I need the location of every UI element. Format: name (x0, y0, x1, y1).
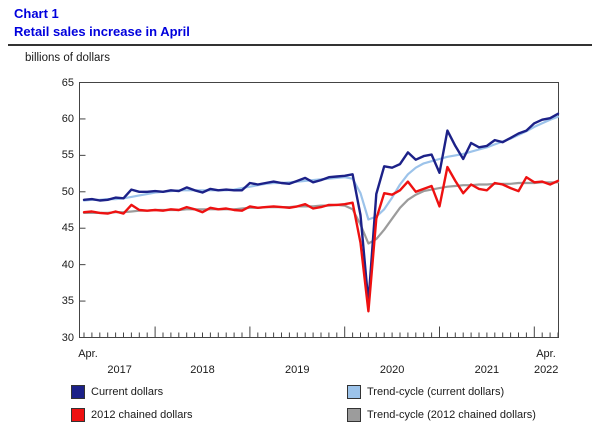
legend-swatch-2012-chained-dollars (71, 408, 85, 422)
y-axis-tick-label: 65 (61, 76, 74, 89)
legend-swatch-trend-cycle-current (347, 385, 361, 399)
x-axis-year-label: 2021 (474, 364, 500, 376)
legend-label: 2012 chained dollars (91, 409, 193, 421)
x-axis-year-label: 2020 (379, 364, 405, 376)
legend-item-current-dollars: Current dollars (71, 385, 163, 399)
legend-item-trend-cycle-chained: Trend-cycle (2012 chained dollars) (347, 408, 536, 422)
x-axis-start-month-label: Apr. (78, 348, 98, 360)
x-axis-year-label: 2017 (107, 364, 132, 376)
y-axis-tick-label: 30 (61, 331, 74, 344)
legend-label: Trend-cycle (2012 chained dollars) (367, 409, 536, 421)
y-axis-tick-label: 45 (61, 222, 74, 235)
legend-swatch-trend-cycle-chained (347, 408, 361, 422)
y-axis-tick-label: 55 (61, 149, 74, 162)
legend-item-2012-chained-dollars: 2012 chained dollars (71, 408, 193, 422)
legend-label: Trend-cycle (current dollars) (367, 386, 505, 398)
x-axis-end-month-label: Apr. (536, 348, 556, 360)
x-axis-year-label: 2022 (533, 364, 559, 376)
y-axis-tick-label: 60 (61, 112, 74, 125)
y-axis-tick-label: 50 (61, 185, 74, 198)
page-title: Retail sales increase in April (14, 24, 190, 39)
chart-number-label: Chart 1 (14, 6, 59, 21)
x-axis-year-label: 2019 (285, 364, 310, 376)
x-axis-year-label: 2018 (190, 364, 215, 376)
title-divider (8, 44, 592, 46)
y-axis-unit-label: billions of dollars (25, 52, 111, 64)
legend-label: Current dollars (91, 386, 164, 398)
legend-swatch-current-dollars (71, 385, 85, 399)
legend-item-trend-cycle-current: Trend-cycle (current dollars) (347, 385, 504, 399)
y-axis-tick-label: 40 (61, 258, 74, 271)
y-axis-tick-label: 35 (61, 295, 74, 308)
